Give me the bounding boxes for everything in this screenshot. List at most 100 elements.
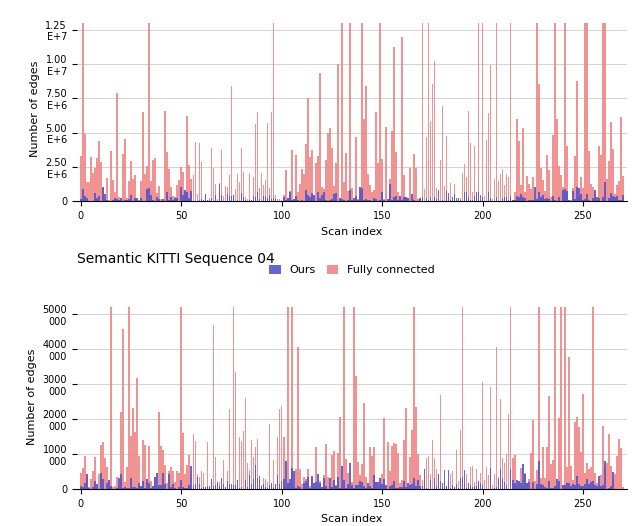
Bar xyxy=(225,186,227,201)
Bar xyxy=(538,461,540,489)
Bar xyxy=(373,190,375,201)
Bar xyxy=(223,483,224,489)
Bar xyxy=(142,200,144,201)
Bar xyxy=(403,481,405,489)
Bar xyxy=(364,486,365,489)
Bar xyxy=(417,454,419,489)
Bar xyxy=(170,187,172,201)
Bar xyxy=(401,480,403,489)
Bar xyxy=(243,172,244,201)
Bar xyxy=(255,447,257,489)
Bar xyxy=(504,482,506,489)
Bar xyxy=(295,196,296,201)
Bar xyxy=(566,467,568,489)
Bar xyxy=(616,185,618,201)
Bar xyxy=(438,473,439,489)
Bar xyxy=(477,193,479,201)
Bar xyxy=(608,161,610,201)
Bar xyxy=(474,482,476,489)
Bar xyxy=(317,192,319,201)
Bar xyxy=(230,484,232,489)
Bar xyxy=(214,485,216,489)
Bar xyxy=(198,200,200,201)
Bar xyxy=(333,451,335,489)
Bar xyxy=(387,442,389,489)
Bar xyxy=(179,179,180,201)
Bar xyxy=(251,200,252,201)
Bar xyxy=(359,481,361,489)
Bar xyxy=(588,469,590,489)
Bar xyxy=(161,446,162,489)
Bar xyxy=(454,195,455,201)
Bar xyxy=(412,199,413,201)
Bar xyxy=(560,200,562,201)
Bar xyxy=(303,478,305,489)
Bar xyxy=(456,200,457,201)
Bar xyxy=(371,456,373,489)
Bar xyxy=(452,471,453,489)
Bar xyxy=(191,466,192,489)
Bar xyxy=(343,480,345,489)
Bar xyxy=(399,197,401,201)
Bar xyxy=(454,487,455,489)
Bar xyxy=(158,199,160,201)
Bar xyxy=(444,483,445,489)
Bar xyxy=(524,193,525,201)
Bar xyxy=(399,483,401,489)
Bar xyxy=(367,488,369,489)
Bar xyxy=(207,486,208,489)
Bar xyxy=(392,200,393,201)
Bar xyxy=(219,184,220,201)
Bar xyxy=(562,187,564,201)
Bar xyxy=(184,474,186,489)
Bar xyxy=(120,474,122,489)
Bar xyxy=(472,200,474,201)
Bar xyxy=(168,474,170,489)
Bar xyxy=(375,482,377,489)
Bar xyxy=(524,474,525,489)
Bar xyxy=(351,485,353,489)
Bar xyxy=(397,193,399,201)
Bar xyxy=(357,484,359,489)
Bar xyxy=(339,417,340,489)
Bar xyxy=(301,200,303,201)
Bar xyxy=(257,193,259,201)
Bar xyxy=(522,197,524,201)
Bar xyxy=(447,193,449,201)
Bar xyxy=(502,479,504,489)
Bar xyxy=(172,471,174,489)
Bar xyxy=(584,23,586,201)
Bar xyxy=(367,483,369,489)
Bar xyxy=(223,200,224,201)
Bar xyxy=(538,307,540,489)
Bar xyxy=(110,307,112,489)
Bar xyxy=(96,488,98,489)
Bar xyxy=(419,198,421,201)
Bar xyxy=(130,195,132,201)
Bar xyxy=(202,200,204,201)
Bar xyxy=(480,473,481,489)
Bar xyxy=(106,468,108,489)
Bar xyxy=(136,198,138,201)
Bar xyxy=(461,307,463,489)
Bar xyxy=(378,488,379,489)
Bar xyxy=(410,485,411,489)
Bar xyxy=(502,458,504,489)
Bar xyxy=(172,200,174,201)
Bar xyxy=(608,488,610,489)
Bar xyxy=(576,187,578,201)
Bar xyxy=(128,307,130,489)
Bar xyxy=(319,483,321,489)
Bar xyxy=(237,488,238,489)
Bar xyxy=(397,488,399,489)
Bar xyxy=(124,488,126,489)
Bar xyxy=(100,161,102,201)
Bar xyxy=(202,487,204,489)
Bar xyxy=(431,440,433,489)
Bar xyxy=(500,399,502,489)
Bar xyxy=(158,412,160,489)
Bar xyxy=(205,194,206,201)
Bar xyxy=(470,200,471,201)
Bar xyxy=(275,484,276,489)
Bar xyxy=(317,156,319,201)
